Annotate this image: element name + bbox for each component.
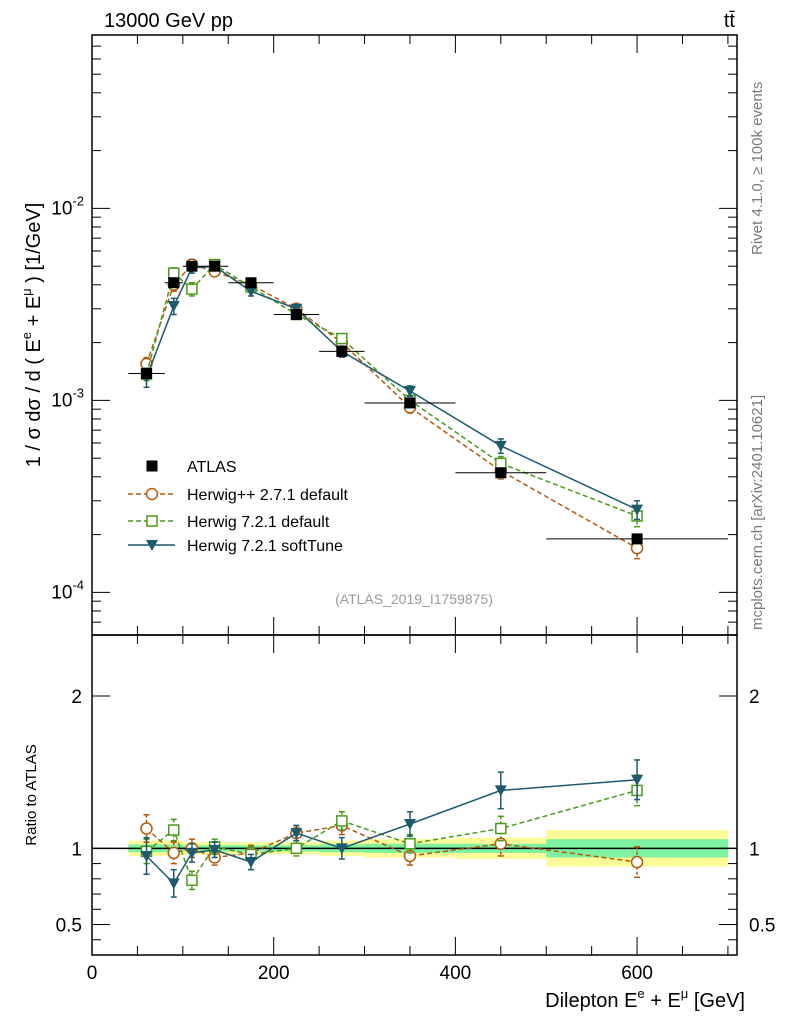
herwigpp-line [145,263,638,549]
ratio-data-layer [140,759,644,898]
softtune-series [140,261,644,521]
herwig721-ratio-line [146,789,638,882]
herwig721-point [495,457,507,470]
softtune-ratio-point [208,844,221,856]
herwig721-ratio-point [290,842,303,855]
ratio-y-tick-label-right: 1 [749,839,760,860]
softtune-ratio-point [244,857,257,869]
herwig721-point [186,283,198,295]
legend-label-herwig721: Herwig 7.2.1 default [187,514,330,531]
softtune-ratio-point [494,785,507,797]
main-y-tick-label: 10-3 [51,385,84,411]
softtune-ratio-point [290,828,303,840]
herwig721-point [336,332,348,345]
main-data-layer [128,258,728,560]
mcplots-label: mcplots.cern.ch [arXiv:2401.10621] [749,395,766,630]
softtune-ratio-point [140,850,153,862]
x-tick-label: 0 [87,963,98,984]
ratio-y-tick-label-right: 2 [749,687,760,708]
herwigpp-ratio-point [140,822,153,835]
ratio-axis-ticks: 0.5 0.5 1 1 2 2 0 200 400 600 [56,635,775,984]
softtune-point [631,504,644,516]
herwigpp-ratio-point [167,846,181,860]
softtune-ratio-point [403,818,416,830]
ratio-y-tick-label: 0.5 [56,916,82,937]
softtune-ratio-series [140,759,644,898]
legend: ATLAS Herwig++ 2.7.1 default Herwig 7.2.1 … [128,459,349,555]
main-y-axis-label: 1 / σ dσ / d ( Ee + Eμ ) [1/GeV] [19,203,45,468]
legend-marker-atlas [146,460,158,472]
herwig721-ratio-point [186,874,198,887]
herwig721-point [168,267,180,279]
x-tick-label: 600 [621,963,653,984]
softtune-line [145,265,638,511]
softtune-point [494,440,507,452]
herwigpp-ratio-point [630,855,644,869]
ratio-y-tick-label: 2 [71,687,82,708]
herwig721-ratio-point [404,838,416,850]
x-tick-label: 400 [440,963,472,984]
process-label: tt̄ [724,10,736,32]
main-axis-ticks: 10-4 10-3 10-2 [51,34,737,636]
softtune-point [403,385,416,397]
analysis-reference-label: (ATLAS_2019_I1759875) [335,591,493,607]
softtune-point [244,286,257,298]
main-y-tick-label: 10-4 [51,577,84,603]
legend-marker-softtune [146,540,158,551]
herwigpp-ratio-point [494,837,508,851]
ratio-y-tick-label-right: 0.5 [749,916,775,937]
herwig721-ratio-point [336,815,348,827]
svg-text:1 / σ dσ / d ( Ee + Eμ ) [1/G: 1 / σ dσ / d ( Ee + Eμ ) [1/GeV] [19,203,45,468]
legend-label-herwigpp: Herwig++ 2.7.1 default [187,487,349,504]
softtune-point [167,301,180,313]
legend-marker-herwigpp [145,487,159,501]
softtune-ratio-point [185,847,198,859]
softtune-ratio-point [167,878,180,890]
legend-marker-herwig721 [146,515,158,527]
herwigpp-ratio-line [146,824,638,863]
herwig721-ratio-point [495,822,507,835]
legend-label-atlas: ATLAS [187,459,237,476]
ratio-y-tick-label: 1 [71,839,82,860]
ratio-y-axis-label: Ratio to ATLAS [23,744,40,845]
ratio-plot-frame [91,634,738,956]
x-axis-label: Dilepton Ee + Eμ [GeV] [545,986,745,1012]
svg-text:Dilepton Ee + Eμ [GeV]: Dilepton Ee + Eμ [GeV] [545,986,745,1012]
herwig721-line [145,263,638,517]
softtune-ratio-line [145,779,638,885]
rivet-version-label: Rivet 4.1.0, ≥ 100k events [749,82,766,255]
herwig721-ratio-point [168,824,180,836]
softtune-ratio-point [631,774,644,786]
main-y-tick-label: 10-2 [51,193,84,219]
softtune-ratio-point [335,843,348,855]
plot-title: 13000 GeV pp [104,10,233,32]
legend-label-softtune: Herwig 7.2.1 softTune [187,538,343,555]
x-tick-label: 200 [258,963,290,984]
